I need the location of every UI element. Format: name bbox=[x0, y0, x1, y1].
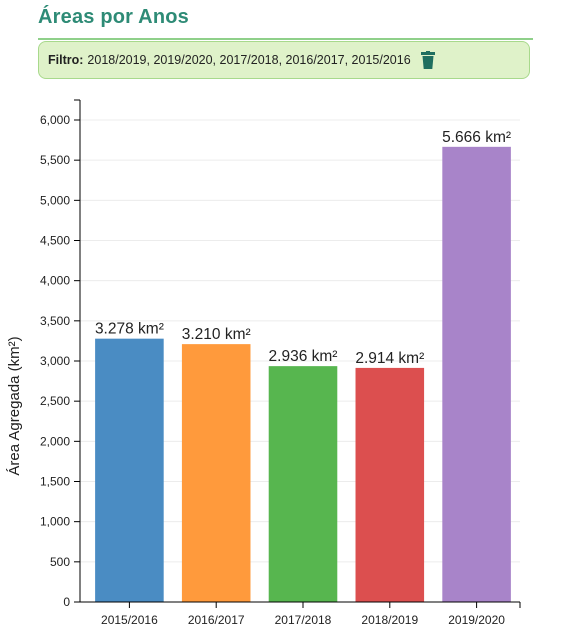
trash-icon[interactable] bbox=[420, 51, 435, 69]
y-tick-label: 4,500 bbox=[40, 234, 70, 248]
x-tick-label: 2015/2016 bbox=[101, 613, 158, 627]
axes: 0 500 1,000 1,500 2,000 2,500 3,000 3,500 4,000 4… bbox=[40, 99, 521, 627]
bar-value-label: 2.914 km² bbox=[355, 350, 424, 367]
bar-value-labels: 3.278 km² 3.210 km² 2.936 km² 2.914 km² 5.66… bbox=[95, 129, 511, 367]
bars bbox=[95, 146, 511, 602]
y-tick-label: 0 bbox=[63, 595, 70, 609]
filter-bar: Filtro: 2018/2019, 2019/2020, 2017/2018,… bbox=[38, 41, 530, 79]
y-tick-label: 6,000 bbox=[40, 113, 70, 127]
y-tick-label: 2,000 bbox=[40, 434, 70, 448]
bar-value-label: 2.936 km² bbox=[269, 348, 338, 365]
bar-2017-2018 bbox=[268, 366, 338, 602]
y-tick-label: 1,000 bbox=[40, 515, 70, 529]
y-tick-label: 4,000 bbox=[40, 274, 70, 288]
x-tick-label: 2019/2020 bbox=[448, 613, 505, 627]
y-tick-label: 3,000 bbox=[40, 354, 70, 368]
y-tick-label: 500 bbox=[50, 555, 70, 569]
bar-2016-2017 bbox=[181, 344, 251, 602]
x-tick-label: 2016/2017 bbox=[188, 613, 245, 627]
bar-value-label: 3.210 km² bbox=[182, 326, 251, 343]
y-tick-label: 1,500 bbox=[40, 475, 70, 489]
y-axis-label: Área Agregada (km²) bbox=[6, 336, 23, 475]
bar-2019-2020 bbox=[442, 146, 511, 602]
y-tick-label: 5,500 bbox=[40, 153, 70, 167]
filter-values: 2018/2019, 2019/2020, 2017/2018, 2016/20… bbox=[87, 53, 411, 67]
panel-title: Áreas por Anos bbox=[38, 6, 189, 28]
bar-value-label: 3.278 km² bbox=[95, 321, 164, 338]
bar-2015-2016 bbox=[95, 338, 164, 602]
y-tick-label: 5,000 bbox=[40, 193, 70, 207]
x-tick-label: 2018/2019 bbox=[361, 613, 418, 627]
title-divider bbox=[38, 38, 533, 40]
x-tick-label: 2017/2018 bbox=[275, 613, 332, 627]
y-tick-label: 3,500 bbox=[40, 314, 70, 328]
bar-value-label: 5.666 km² bbox=[442, 129, 511, 146]
bar-chart: 0 500 1,000 1,500 2,000 2,500 3,000 3,500 4,000 4… bbox=[6, 99, 521, 627]
filter-label: Filtro: bbox=[48, 53, 84, 67]
y-tick-label: 2,500 bbox=[40, 394, 70, 408]
bar-2018-2019 bbox=[355, 367, 425, 602]
